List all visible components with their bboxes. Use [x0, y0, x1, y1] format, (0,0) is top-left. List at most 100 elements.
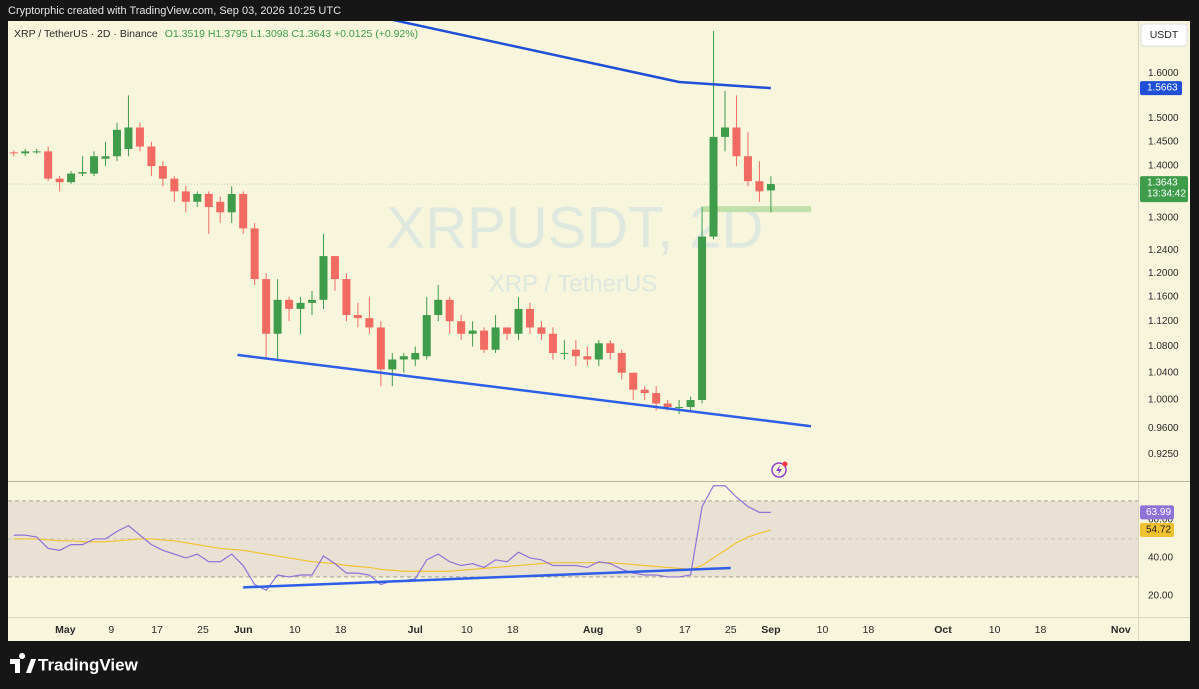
candle-body — [342, 279, 351, 316]
rsi-ma-label: 54.72 — [1146, 525, 1171, 536]
y-tick-label: 1.0000 — [1148, 395, 1179, 406]
x-tick-label: Jun — [234, 624, 253, 636]
candle-body — [55, 178, 64, 183]
x-tick-label: 9 — [108, 624, 114, 636]
candle-body — [422, 315, 431, 357]
candle-body — [709, 136, 718, 237]
legend-change: +0.0125 (+0.92%) — [334, 28, 418, 40]
x-tick-label: 18 — [507, 624, 519, 636]
y-tick-label: 1.5000 — [1148, 113, 1179, 124]
rsi-trendline — [243, 566, 731, 589]
candle-body — [743, 156, 752, 182]
footer-brand: TradingView — [38, 655, 139, 674]
main-pane — [8, 21, 1138, 428]
y-tick-label: 1.4000 — [1148, 161, 1179, 172]
candle-body — [181, 191, 190, 202]
x-tick-label: 9 — [636, 624, 642, 636]
trendline — [392, 21, 771, 90]
y-tick-label: 1.4500 — [1148, 136, 1179, 147]
candle-body — [503, 327, 512, 334]
currency-box — [1140, 23, 1188, 47]
trendline — [237, 353, 812, 428]
candle-body — [388, 359, 397, 370]
y-tick-label: 1.3000 — [1148, 212, 1179, 223]
alert-icon — [771, 461, 788, 478]
y-tick-label: 1.1600 — [1148, 291, 1179, 302]
candle-body — [560, 352, 569, 354]
candle-body — [594, 343, 603, 360]
trendline-price-box — [1140, 81, 1182, 96]
y-tick-label: 1.2000 — [1148, 268, 1179, 279]
candle-body — [457, 321, 466, 334]
rsi-ma-line — [13, 529, 772, 572]
candle-body — [273, 299, 282, 334]
candle-body — [158, 166, 167, 179]
rsi-tick-label: 20.00 — [1148, 591, 1173, 602]
x-tick-label: 10 — [461, 624, 473, 636]
rsi-ma-box — [1140, 522, 1174, 537]
currency: USDT — [1150, 29, 1179, 41]
candle-body — [124, 127, 133, 149]
candle-body — [434, 299, 443, 316]
candle-body — [514, 308, 523, 334]
legend-symbol: XRP / TetherUS · 2D · Binance — [14, 28, 158, 40]
x-tick-label: 10 — [289, 624, 301, 636]
y-tick-label: 1.1200 — [1148, 316, 1179, 327]
x-tick-label: Aug — [583, 624, 603, 636]
trendline-price-label: 1.5663 — [1147, 83, 1178, 94]
current-price-box — [1140, 176, 1188, 203]
candle-body — [468, 330, 477, 334]
candle-body — [112, 129, 121, 157]
x-tick-label: May — [55, 624, 76, 636]
candle-body — [262, 279, 271, 334]
candle-body — [216, 201, 225, 213]
y-tick-label: 1.0800 — [1148, 341, 1179, 352]
candle-body — [480, 330, 489, 350]
candle-body — [44, 151, 53, 179]
y-tick-label: 1.0400 — [1148, 367, 1179, 378]
x-tick-label: 18 — [863, 624, 875, 636]
x-tick-label: 17 — [151, 624, 163, 636]
candle-body — [399, 356, 408, 360]
candle-body — [686, 399, 695, 407]
x-tick-label: Sep — [761, 624, 780, 636]
x-tick-label: Nov — [1111, 624, 1131, 636]
candle-body — [411, 352, 420, 360]
header: Cryptorphic created with TradingView.com… — [8, 5, 341, 17]
candle-body — [67, 173, 76, 183]
y-tick-label: 1.6000 — [1148, 68, 1179, 79]
candle-body — [227, 193, 236, 213]
legend-open: O1.3519 — [165, 28, 205, 40]
candle-body — [755, 181, 764, 192]
watermark-subtitle: XRP / TetherUS — [489, 270, 658, 297]
rsi-tick-label: 60.00 — [1148, 515, 1173, 526]
rsi-value-box — [1140, 505, 1174, 520]
y-tick-label: 0.9600 — [1148, 423, 1179, 434]
candle-body — [766, 184, 775, 191]
footer-logo: TradingView — [10, 653, 139, 674]
candle-body — [583, 356, 592, 360]
candle-body — [525, 308, 534, 328]
candle-body — [606, 343, 615, 353]
candle-body — [330, 256, 339, 280]
candle-body — [308, 299, 317, 303]
candle-body — [170, 178, 179, 192]
x-tick-label: 10 — [817, 624, 829, 636]
candle-body — [147, 146, 156, 167]
candle-body — [285, 299, 294, 309]
candle-body — [698, 236, 707, 400]
x-tick-label: 17 — [679, 624, 691, 636]
candle-body — [135, 127, 144, 147]
x-tick-label: 25 — [197, 624, 209, 636]
candle-body — [101, 156, 110, 159]
y-tick-label: 1.2400 — [1148, 245, 1179, 256]
candle-body — [571, 349, 580, 357]
candle-body — [445, 299, 454, 322]
candle-body — [491, 327, 500, 350]
candle-body — [296, 302, 305, 309]
x-tick-label: 18 — [335, 624, 347, 636]
candle-body — [629, 372, 638, 390]
rsi-pane — [8, 485, 1138, 591]
candle-body — [732, 127, 741, 157]
legend-low: L1.3098 — [251, 28, 289, 40]
